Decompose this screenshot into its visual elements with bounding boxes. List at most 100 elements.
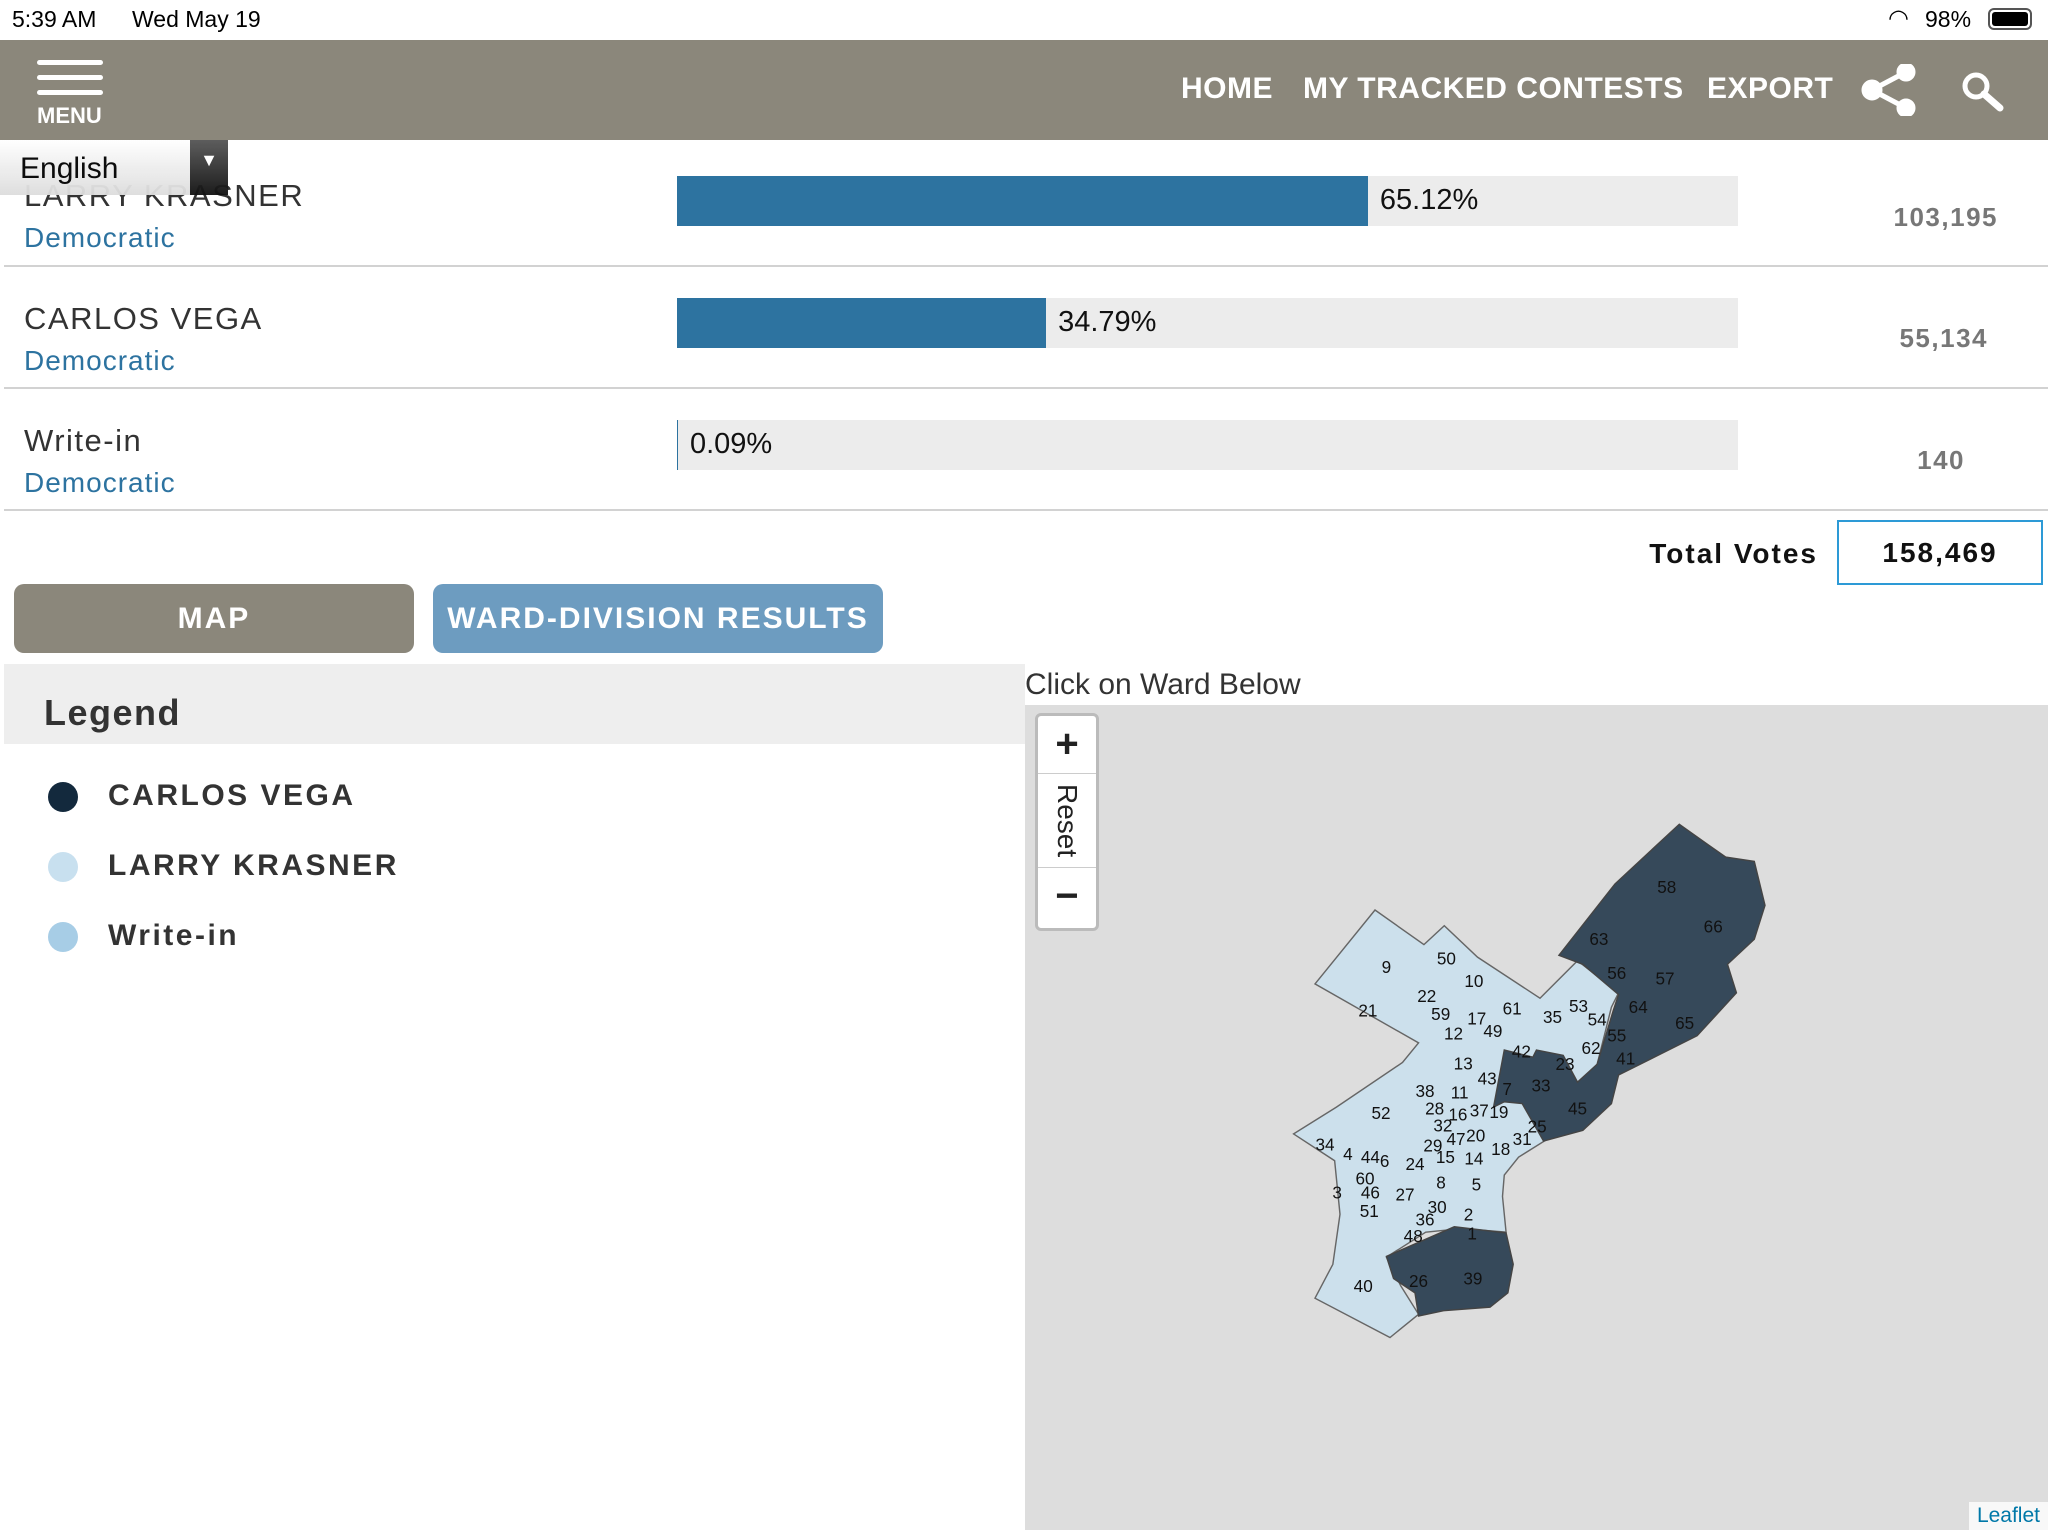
ward-label[interactable]: 40 — [1354, 1276, 1373, 1296]
ward-label[interactable]: 46 — [1361, 1183, 1380, 1203]
ward-label[interactable]: 43 — [1478, 1068, 1497, 1088]
vote-percent: 0.09% — [689, 428, 773, 460]
ward-label[interactable]: 31 — [1513, 1129, 1532, 1149]
ward-label[interactable]: 30 — [1428, 1197, 1447, 1217]
ward-label[interactable]: 47 — [1447, 1129, 1466, 1149]
ward-label[interactable]: 56 — [1607, 963, 1626, 983]
ward-region-dark[interactable] — [1492, 823, 1766, 1142]
ward-region-dark[interactable] — [1385, 1226, 1514, 1317]
candidate-row: LARRY KRASNER Democratic 65.12% 103,195 — [4, 140, 2048, 267]
ward-label[interactable]: 17 — [1467, 1008, 1486, 1028]
ward-label[interactable]: 62 — [1582, 1038, 1601, 1058]
ward-label[interactable]: 3 — [1332, 1183, 1342, 1203]
ward-label[interactable]: 25 — [1528, 1117, 1547, 1137]
battery-icon — [1988, 8, 2032, 30]
ward-label[interactable]: 61 — [1503, 999, 1522, 1019]
legend-label: CARLOS VEGA — [108, 779, 356, 812]
ward-label[interactable]: 15 — [1436, 1147, 1455, 1167]
ward-label[interactable]: 11 — [1451, 1083, 1469, 1103]
nav-my-tracked-contests[interactable]: MY TRACKED CONTESTS — [1303, 72, 1684, 105]
nav-export[interactable]: EXPORT — [1707, 72, 1834, 105]
ward-label[interactable]: 23 — [1555, 1054, 1574, 1074]
ward-label[interactable]: 64 — [1629, 997, 1649, 1017]
ward-label[interactable]: 32 — [1433, 1115, 1452, 1135]
ward-label[interactable]: 33 — [1532, 1075, 1551, 1095]
ward-label[interactable]: 39 — [1463, 1268, 1482, 1288]
ward-label[interactable]: 22 — [1417, 986, 1436, 1006]
share-icon[interactable] — [1860, 64, 1918, 116]
ward-label[interactable]: 18 — [1491, 1139, 1510, 1159]
ward-label[interactable]: 55 — [1607, 1025, 1626, 1045]
ward-label[interactable]: 66 — [1704, 917, 1723, 937]
ward-label[interactable]: 52 — [1372, 1103, 1391, 1123]
tab-ward-division-results[interactable]: WARD-DIVISION RESULTS — [433, 584, 883, 653]
tab-map[interactable]: MAP — [14, 584, 414, 653]
ward-label[interactable]: 35 — [1543, 1007, 1562, 1027]
ward-label[interactable]: 37 — [1470, 1100, 1489, 1120]
language-value: English — [20, 152, 119, 185]
ward-label[interactable]: 49 — [1483, 1021, 1502, 1041]
ward-label[interactable]: 36 — [1415, 1209, 1434, 1229]
ward-label[interactable]: 53 — [1569, 996, 1588, 1016]
total-votes-label: Total Votes — [1649, 538, 1818, 569]
ward-label[interactable]: 20 — [1466, 1125, 1485, 1145]
ward-label[interactable]: 6 — [1380, 1151, 1390, 1171]
language-select[interactable]: English ▼ — [0, 140, 228, 195]
ward-label[interactable]: 41 — [1616, 1049, 1635, 1069]
ward-label[interactable]: 59 — [1431, 1004, 1450, 1024]
ward-label[interactable]: 28 — [1425, 1099, 1444, 1119]
ward-label[interactable]: 16 — [1448, 1105, 1467, 1125]
ward-label[interactable]: 14 — [1464, 1149, 1484, 1169]
vote-bar-fill — [677, 298, 1047, 348]
ward-label[interactable]: 21 — [1358, 1000, 1377, 1020]
ward-label[interactable]: 7 — [1502, 1079, 1512, 1099]
ward-label[interactable]: 4 — [1343, 1144, 1353, 1164]
ward-label[interactable]: 27 — [1395, 1184, 1414, 1204]
total-votes-value: 158,469 — [1837, 520, 2043, 585]
ward-label[interactable]: 2 — [1464, 1205, 1474, 1225]
ward-label[interactable]: 5 — [1472, 1175, 1482, 1195]
zoom-in-button[interactable]: + — [1038, 716, 1096, 774]
dropdown-arrow-icon: ▼ — [190, 140, 228, 195]
reset-button[interactable]: Reset — [1038, 774, 1096, 868]
ward-label[interactable]: 42 — [1512, 1042, 1531, 1062]
ward-label[interactable]: 38 — [1415, 1081, 1434, 1101]
ward-label[interactable]: 51 — [1360, 1201, 1379, 1221]
ward-label[interactable]: 8 — [1436, 1173, 1446, 1193]
vote-bar-fill — [677, 176, 1368, 226]
ward-label[interactable]: 44 — [1361, 1147, 1381, 1167]
ward-label[interactable]: 1 — [1467, 1224, 1477, 1244]
hamburger-icon — [37, 60, 103, 95]
ward-map[interactable]: + Reset − 58 66 63 56 57 64 65 54 53 35 55 62 41 23 42… — [1025, 705, 2048, 1530]
search-icon[interactable] — [1960, 70, 2004, 114]
status-date: Wed May 19 — [132, 6, 261, 32]
ward-label[interactable]: 63 — [1589, 929, 1608, 949]
ward-label[interactable]: 57 — [1655, 968, 1674, 988]
ward-label[interactable]: 26 — [1409, 1271, 1428, 1291]
ward-label[interactable]: 50 — [1437, 949, 1456, 969]
ward-label[interactable]: 54 — [1588, 1009, 1608, 1029]
ward-label[interactable]: 10 — [1464, 971, 1483, 991]
nav-home[interactable]: HOME — [1181, 72, 1273, 105]
ward-label[interactable]: 12 — [1444, 1024, 1463, 1044]
ward-label[interactable]: 45 — [1568, 1099, 1587, 1119]
ward-label[interactable]: 24 — [1405, 1154, 1425, 1174]
menu-label: MENU — [37, 103, 102, 128]
ward-label[interactable]: 13 — [1454, 1053, 1473, 1073]
ward-label[interactable]: 58 — [1657, 877, 1676, 897]
zoom-out-button[interactable]: − — [1055, 874, 1079, 918]
menu-button[interactable]: MENU — [37, 60, 103, 129]
ward-label[interactable]: 29 — [1423, 1135, 1442, 1155]
legend-title: Legend — [4, 664, 1025, 744]
ward-label[interactable]: 19 — [1489, 1102, 1508, 1122]
vote-bar: 34.79% — [677, 298, 1738, 348]
status-bar: 5:39 AM Wed May 19 ◠ 98% — [0, 0, 2048, 40]
vote-bar: 65.12% — [677, 176, 1738, 226]
ward-label[interactable]: 65 — [1675, 1013, 1694, 1033]
ward-region-light[interactable] — [1292, 909, 1620, 1339]
ward-label[interactable]: 48 — [1404, 1226, 1423, 1246]
ward-label[interactable]: 9 — [1382, 957, 1392, 977]
leaflet-attribution-link[interactable]: Leaflet — [1968, 1502, 2048, 1530]
ward-label[interactable]: 60 — [1355, 1168, 1374, 1188]
ward-label[interactable]: 34 — [1315, 1134, 1335, 1154]
